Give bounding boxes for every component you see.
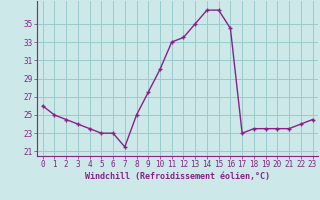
- X-axis label: Windchill (Refroidissement éolien,°C): Windchill (Refroidissement éolien,°C): [85, 172, 270, 181]
